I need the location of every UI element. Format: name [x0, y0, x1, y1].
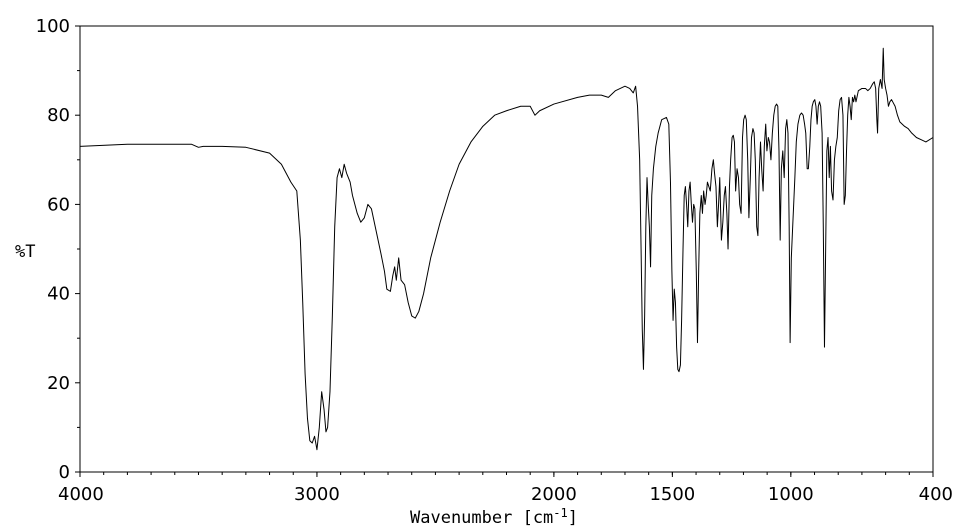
- x-tick-label: 1500: [649, 484, 695, 505]
- x-tick-label: 1000: [768, 484, 814, 505]
- x-tick-label: 3000: [294, 484, 340, 505]
- x-tick-label: 4000: [58, 484, 104, 505]
- x-axis-label-main: Wavenumber [cm: [410, 508, 553, 528]
- x-axis-label-close: ]: [568, 508, 578, 528]
- y-tick-label: 0: [59, 462, 70, 483]
- x-axis-label: Wavenumber [cm-1]: [410, 506, 578, 528]
- x-axis-ticks: 4000 3000 2000 1500 1000 400: [58, 472, 953, 505]
- series-line: [79, 47, 934, 451]
- y-tick-label: 20: [47, 373, 70, 394]
- y-tick-label: 60: [47, 194, 70, 215]
- y-axis-ticks: 0 20 40 60 80 100: [36, 16, 80, 483]
- y-tick-label: 40: [47, 284, 70, 305]
- series-group: [79, 47, 934, 451]
- x-tick-label: 2000: [531, 484, 577, 505]
- y-axis-label: %T: [15, 242, 35, 262]
- x-tick-label: 400: [919, 484, 953, 505]
- x-axis-label-superscript: -1: [553, 506, 567, 520]
- y-tick-label: 100: [36, 16, 70, 37]
- y-tick-label: 80: [47, 105, 70, 126]
